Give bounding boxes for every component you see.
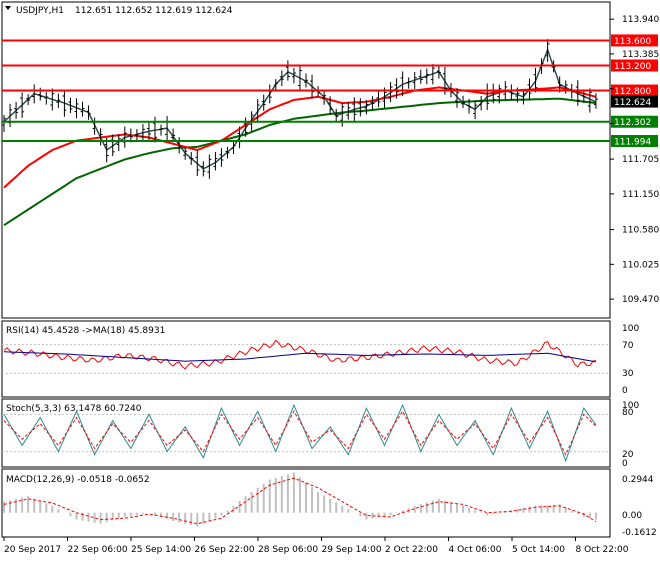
time-axis-label: 26 Sep 22:00 [195,545,255,555]
stoch-tick-20: 20 [622,450,634,460]
resistance-level-tag [611,34,658,47]
sma-fast-line [3,86,597,189]
stoch-tick-80: 80 [622,408,634,418]
macd-tick-top: 0.2944 [622,475,654,485]
support-level-tag [611,135,658,148]
axis-layer: 113.940 113.385 111.705 111.150 110.580 110.0… [3,15,659,555]
stoch-tick-0: 0 [622,459,628,469]
stoch-layer [2,403,610,463]
price-layer: 113.600 113.200 112.800 112.302 111.994 112.6… [2,34,658,227]
macd-label: MACD(12,26,9) -0.0518 -0.0652 [6,475,150,485]
macd-signal-line [3,477,597,525]
price-axis-label: 113.940 [622,15,659,25]
macd-layer [3,472,597,527]
price-axis-label: 111.705 [622,155,659,165]
current-price-tag [611,95,658,108]
price-axis-label: 110.580 [622,226,659,236]
time-axis-label: 20 Sep 2017 [4,545,61,555]
rsi-tick-100: 100 [622,324,639,334]
rsi-layer [2,339,610,374]
stoch-tick-100: 100 [622,401,639,411]
time-axis-label: 5 Oct 14:00 [512,545,565,555]
time-axis-label: 22 Sep 06:00 [68,545,128,555]
resistance-level-tag [611,84,658,97]
price-axis-label: 109.470 [622,295,659,305]
resistance-level-label: 113.200 [614,62,651,72]
resistance-level-label: 112.800 [614,87,651,97]
rsi-tick-30: 30 [622,369,634,379]
stoch-signal-line [3,410,597,456]
time-axis-label: 28 Sep 06:00 [258,545,318,555]
price-axis-label: 111.150 [622,190,659,200]
rsi-line [3,339,597,370]
support-level-tag [611,115,658,128]
support-level-label: 112.302 [614,118,651,128]
ohlc-label: 112.651 112.652 112.619 112.624 [75,6,233,16]
resistance-level-tag [611,59,658,72]
time-axis-label: 4 Oct 06:00 [449,545,502,555]
price-axis-label: 113.385 [622,50,659,60]
rsi-tick-70: 70 [622,341,634,351]
price-axis-label: 110.025 [622,260,659,270]
stoch-label: Stoch(5,3,3) 63.1478 60.7240 [6,404,142,414]
macd-tick-bottom: -0.1612 [622,528,657,538]
chevron-down-icon[interactable] [5,6,11,10]
macd-tick-zero: 0.00 [622,511,642,521]
time-axis-label: 2 Oct 22:00 [385,545,438,555]
stoch-main-line [3,403,597,463]
support-level-label: 111.994 [614,138,651,148]
time-axis-label: 25 Sep 14:00 [131,545,191,555]
rsi-panel-frame [1,320,611,398]
rsi-ma-line [3,351,596,363]
price-panel-frame [1,1,611,319]
resistance-level-label: 113.600 [614,37,651,47]
rsi-tick-0: 0 [622,386,628,396]
symbol-label: USDJPY,H1 [16,6,64,16]
rsi-label: RSI(14) 45.4528 ->MA(18) 45.8931 [6,326,165,336]
current-price-label: 112.624 [614,98,651,108]
time-axis-label: 29 Sep 14:00 [322,545,382,555]
time-axis-label: 8 Oct 22:00 [576,545,629,555]
sma-slow-line [3,97,597,227]
